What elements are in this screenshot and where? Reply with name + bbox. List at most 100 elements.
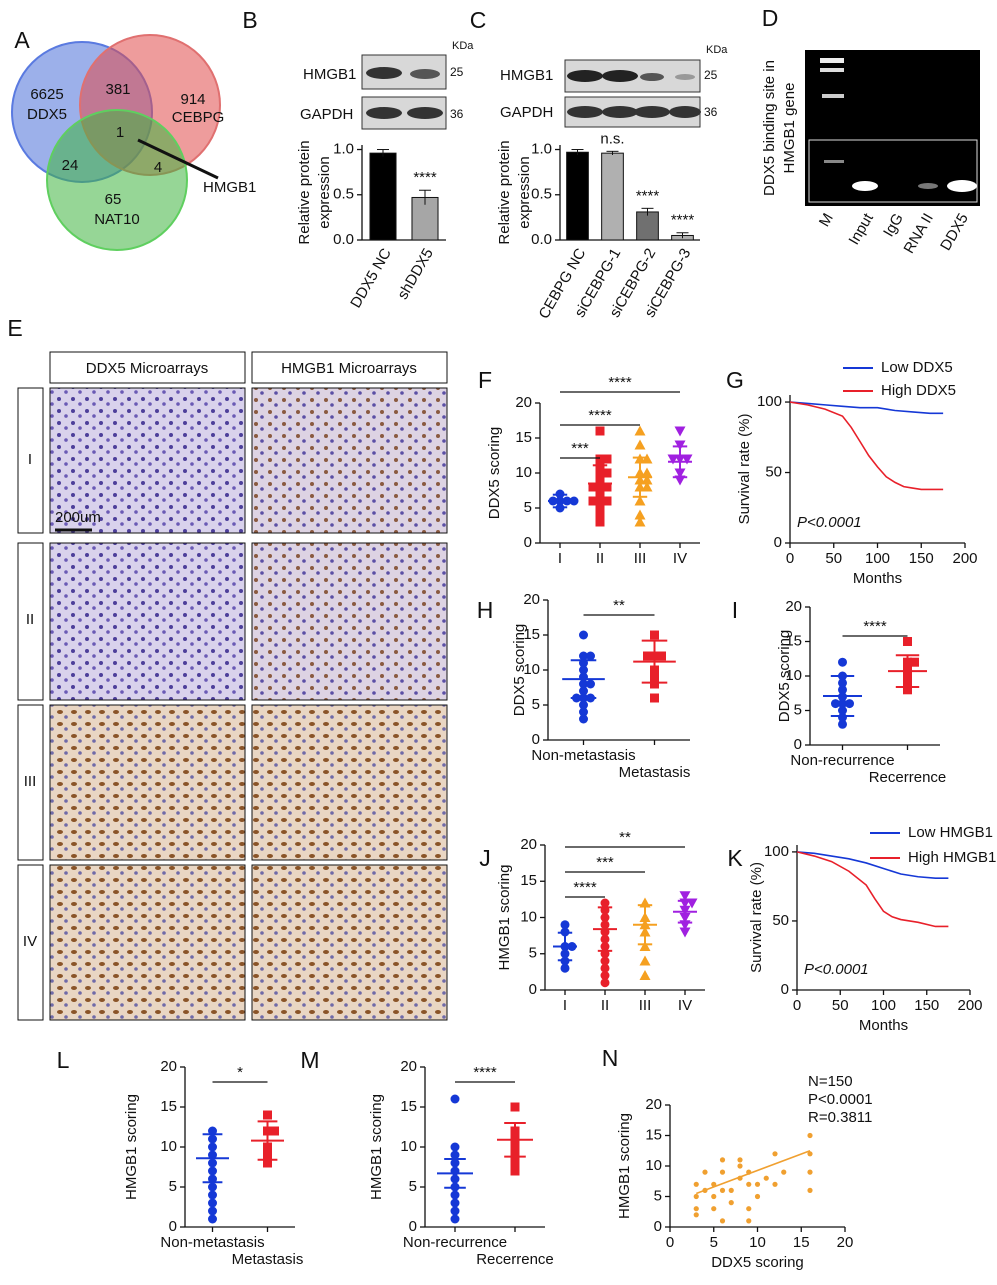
y-tick-label: 5 [654, 1187, 662, 1204]
dot [579, 714, 588, 724]
dot [208, 1214, 217, 1224]
dot [569, 496, 579, 506]
panel-label: L [57, 1047, 70, 1073]
dot [208, 1182, 217, 1192]
band [820, 68, 844, 72]
y-tick-label: 10 [785, 667, 802, 684]
row-label: IV [23, 933, 37, 950]
lane-label: RNA II [900, 210, 936, 256]
x-tick-label: 20 [837, 1234, 854, 1251]
dot [588, 482, 598, 492]
significance: ** [619, 829, 631, 846]
bar [601, 152, 624, 241]
x-tick-label: 150 [909, 550, 934, 567]
x-tick-label: 200 [957, 997, 982, 1014]
y-tick-label: 20 [400, 1058, 417, 1075]
x-tick-label: Recerrence [476, 1251, 554, 1268]
x-tick-label: II [596, 550, 604, 567]
band [822, 94, 844, 98]
y-tick-label: 0.5 [531, 186, 552, 203]
venn-name: DDX5 [27, 106, 67, 123]
band [602, 70, 638, 82]
x-tick-label: Non-recurrence [790, 752, 894, 769]
y-tick-label: 10 [160, 1138, 177, 1155]
y-tick-label: 20 [523, 591, 540, 608]
y-tick-label: 15 [520, 872, 537, 889]
band [947, 180, 977, 192]
panel-label: E [7, 315, 22, 341]
x-tick-label: II [601, 997, 609, 1014]
dot [560, 920, 570, 930]
survival-curve [796, 851, 949, 928]
row-label: I [28, 451, 32, 468]
dot [602, 468, 612, 478]
micrograph [251, 704, 448, 861]
dot [634, 425, 646, 436]
x-tick-label: 0 [666, 1234, 674, 1251]
legend-label: High HMGB1 [908, 849, 996, 866]
dot [208, 1206, 217, 1216]
dot [639, 955, 651, 966]
lane-label: DDX5 [937, 210, 972, 253]
y-axis-label: Survival rate (%) [736, 414, 753, 525]
bar [636, 211, 659, 241]
y-tick-label: 5 [524, 499, 532, 516]
marker: 36 [450, 107, 464, 121]
panel-label: I [732, 597, 738, 623]
micrograph [251, 387, 448, 534]
x-tick-label: 50 [832, 997, 849, 1014]
band [824, 160, 844, 163]
micrograph [251, 542, 448, 701]
y-tick-label: 1.0 [333, 140, 354, 157]
y-tick-label: 20 [520, 836, 537, 853]
dot [674, 426, 686, 437]
y-axis-label: expression [316, 156, 333, 229]
y-tick-label: 15 [160, 1098, 177, 1115]
significance: **** [588, 407, 612, 424]
blot-b: HMGB1 GAPDH KDa 25 36 [300, 40, 474, 130]
y-axis-label: Relative protein [296, 140, 313, 244]
x-tick-label: IV [673, 550, 687, 567]
dot [450, 1142, 460, 1152]
band [410, 69, 440, 79]
y-tick-label: 5 [169, 1178, 177, 1195]
survival-curve [789, 401, 944, 415]
dot [208, 1190, 217, 1200]
dot [208, 1198, 217, 1208]
gel-image [805, 50, 980, 206]
y-tick-label: 0 [409, 1218, 417, 1235]
point [746, 1206, 752, 1212]
marker: 25 [450, 65, 464, 79]
point [719, 1218, 726, 1224]
dot [450, 1190, 460, 1200]
dot [579, 630, 588, 640]
point [693, 1206, 699, 1212]
point [807, 1169, 813, 1175]
band [918, 183, 938, 189]
dot [270, 1126, 279, 1136]
point [728, 1200, 734, 1206]
dot [579, 651, 588, 661]
dot [450, 1094, 460, 1104]
band [634, 106, 670, 118]
y-tick-label: 5 [794, 701, 802, 718]
dot [634, 509, 646, 520]
dot [639, 970, 651, 980]
header-box [251, 351, 448, 384]
y-axis-label: HMGB1 scoring [368, 1094, 385, 1200]
row-box [17, 864, 44, 1021]
panel-label: N [602, 1045, 619, 1071]
fit-line [695, 1150, 811, 1195]
y-axis-label: DDX5 scoring [486, 427, 503, 520]
x-tick-label: III [639, 997, 652, 1014]
y-axis-label: HMGB1 scoring [123, 1094, 140, 1200]
y-tick-label: 0.0 [333, 231, 354, 248]
row-label: III [24, 773, 37, 790]
scale-label: 200um [55, 509, 101, 526]
dot [667, 454, 679, 465]
x-tick-label: 150 [914, 997, 939, 1014]
dot [595, 426, 605, 436]
dot [600, 963, 610, 973]
dot [634, 439, 646, 450]
x-tick-label: Recerrence [869, 769, 947, 786]
